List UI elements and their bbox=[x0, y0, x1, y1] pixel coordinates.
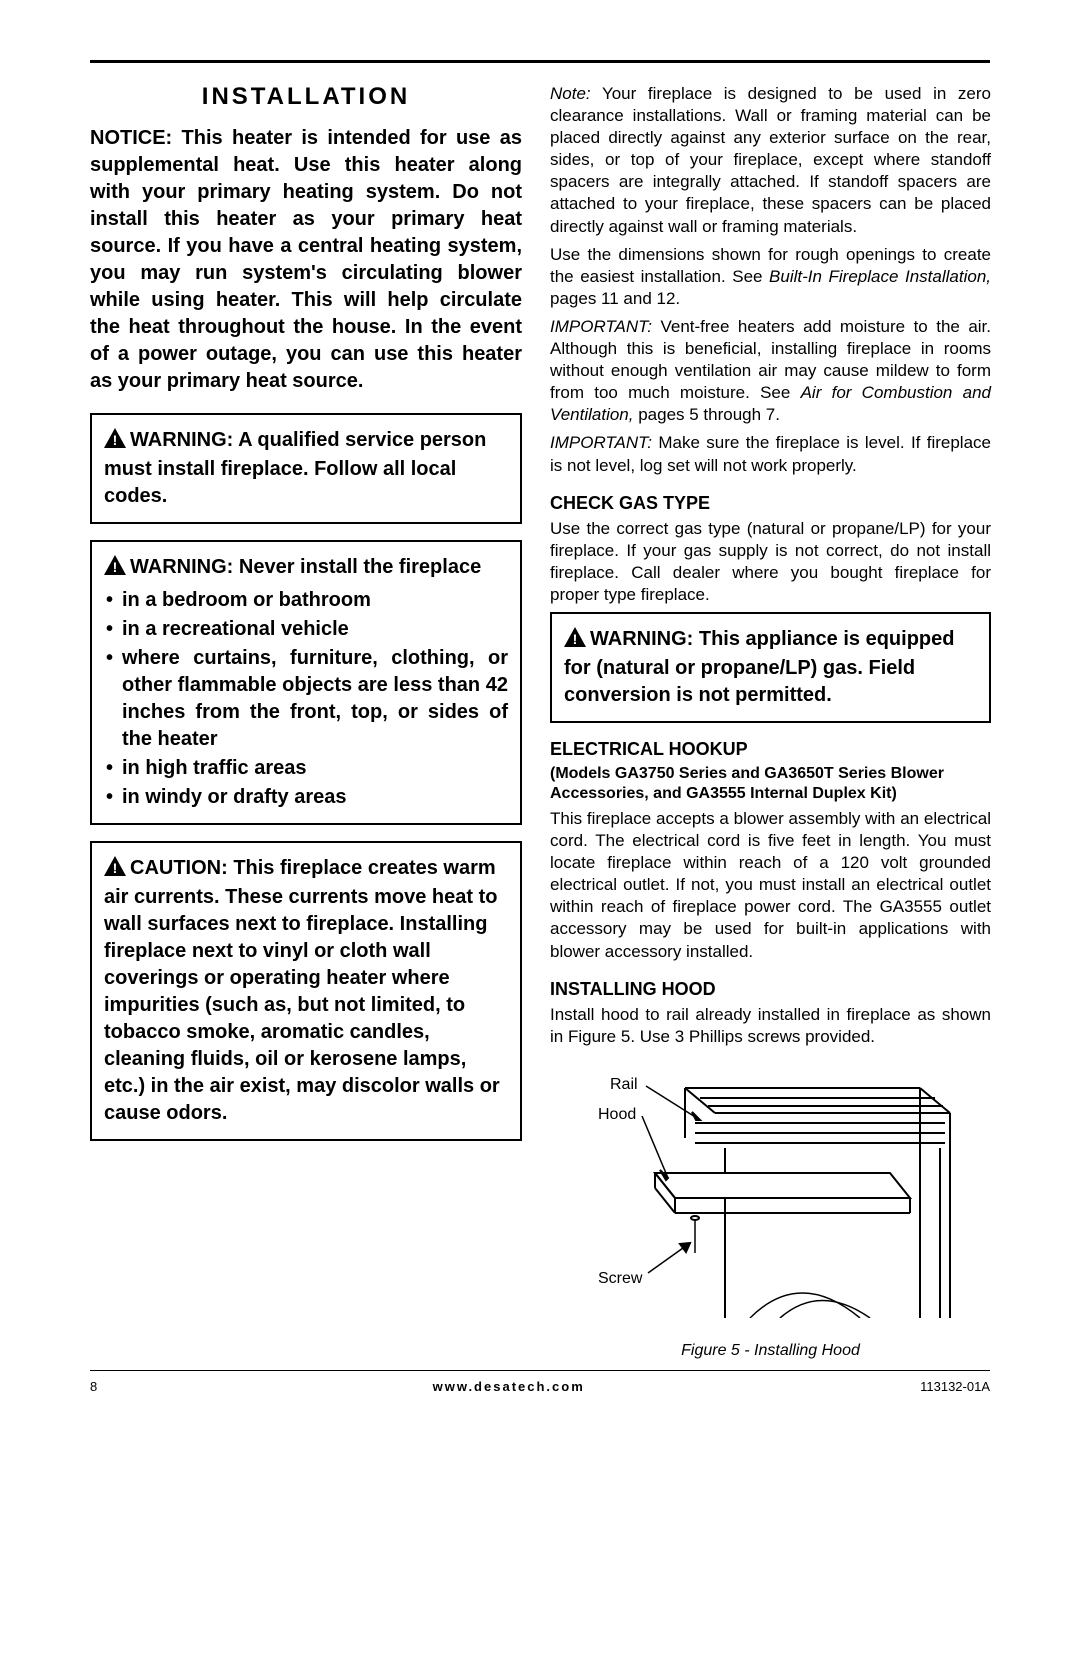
doc-number: 113132-01A bbox=[920, 1379, 990, 1394]
svg-text:!: ! bbox=[113, 860, 118, 876]
caution-box: ! CAUTION: This fireplace creates warm a… bbox=[90, 841, 522, 1141]
notice-text: NOTICE: This heater is intended for use … bbox=[90, 125, 522, 395]
list-item: in a recreational vehicle bbox=[104, 616, 508, 643]
page: INSTALLATION NOTICE: This heater is inte… bbox=[90, 60, 990, 1394]
warning-box-never-install: ! WARNING: Never install the fireplace i… bbox=[90, 540, 522, 825]
dimensions-paragraph: Use the dimensions shown for rough openi… bbox=[550, 244, 991, 310]
warning-text: WARNING: This appliance is equipped for … bbox=[564, 628, 954, 706]
warning-icon: ! bbox=[104, 856, 126, 884]
warning-box-qualified: ! WARNING: A qualified service person mu… bbox=[90, 413, 522, 524]
svg-text:!: ! bbox=[113, 432, 118, 448]
note-paragraph: Note: Your fireplace is designed to be u… bbox=[550, 83, 991, 238]
check-gas-heading: CHECK GAS TYPE bbox=[550, 493, 991, 514]
warning-box-gas-type: ! WARNING: This appliance is equipped fo… bbox=[550, 612, 991, 723]
list-item: in high traffic areas bbox=[104, 755, 508, 782]
list-item: in windy or drafty areas bbox=[104, 784, 508, 811]
svg-text:!: ! bbox=[113, 559, 118, 575]
electrical-body: This fireplace accepts a blower assembly… bbox=[550, 808, 991, 963]
warning-text: WARNING: A qualified service person must… bbox=[104, 429, 486, 507]
page-number: 8 bbox=[90, 1379, 97, 1394]
figure-5-diagram: Rail Hood Screw bbox=[550, 1058, 991, 1338]
caution-text: CAUTION: This fireplace creates warm air… bbox=[104, 857, 500, 1124]
hood-heading: INSTALLING HOOD bbox=[550, 979, 991, 1000]
note-body: Your fireplace is designed to be used in… bbox=[550, 84, 991, 236]
left-column: INSTALLATION NOTICE: This heater is inte… bbox=[90, 83, 522, 1360]
note-label: Note: bbox=[550, 84, 591, 103]
electrical-subheading: (Models GA3750 Series and GA3650T Series… bbox=[550, 764, 991, 804]
diagram-label-rail: Rail bbox=[610, 1076, 638, 1094]
list-item: in a bedroom or bathroom bbox=[104, 587, 508, 614]
list-item: where curtains, furniture, clothing, or … bbox=[104, 645, 508, 753]
page-footer: 8 www.desatech.com 113132-01A bbox=[90, 1370, 990, 1394]
important-level: IMPORTANT: Make sure the fireplace is le… bbox=[550, 432, 991, 476]
dims-ref: Built-In Fireplace Installation, bbox=[769, 267, 991, 286]
important-label: IMPORTANT: bbox=[550, 433, 652, 452]
warning-list: in a bedroom or bathroom in a recreation… bbox=[104, 587, 508, 811]
warning-icon: ! bbox=[104, 428, 126, 456]
important-moisture: IMPORTANT: Vent-free heaters add moistur… bbox=[550, 316, 991, 426]
footer-url: www.desatech.com bbox=[433, 1379, 585, 1394]
figure-caption: Figure 5 - Installing Hood bbox=[550, 1342, 991, 1360]
warning-icon: ! bbox=[104, 555, 126, 583]
warning-icon: ! bbox=[564, 627, 586, 655]
dims-pages: pages 11 and 12. bbox=[550, 289, 680, 308]
section-title: INSTALLATION bbox=[90, 83, 522, 111]
important-pages: pages 5 through 7. bbox=[633, 405, 780, 424]
diagram-label-screw: Screw bbox=[598, 1270, 642, 1288]
hood-body: Install hood to rail already installed i… bbox=[550, 1004, 991, 1048]
electrical-heading: ELECTRICAL HOOKUP bbox=[550, 739, 991, 760]
diagram-label-hood: Hood bbox=[598, 1106, 636, 1124]
content-columns: INSTALLATION NOTICE: This heater is inte… bbox=[90, 83, 990, 1360]
warning-intro: WARNING: Never install the fireplace bbox=[130, 556, 481, 578]
important-label: IMPORTANT: bbox=[550, 317, 652, 336]
check-gas-body: Use the correct gas type (natural or pro… bbox=[550, 518, 991, 606]
svg-text:!: ! bbox=[573, 631, 578, 647]
right-column: Note: Your fireplace is designed to be u… bbox=[550, 83, 991, 1360]
